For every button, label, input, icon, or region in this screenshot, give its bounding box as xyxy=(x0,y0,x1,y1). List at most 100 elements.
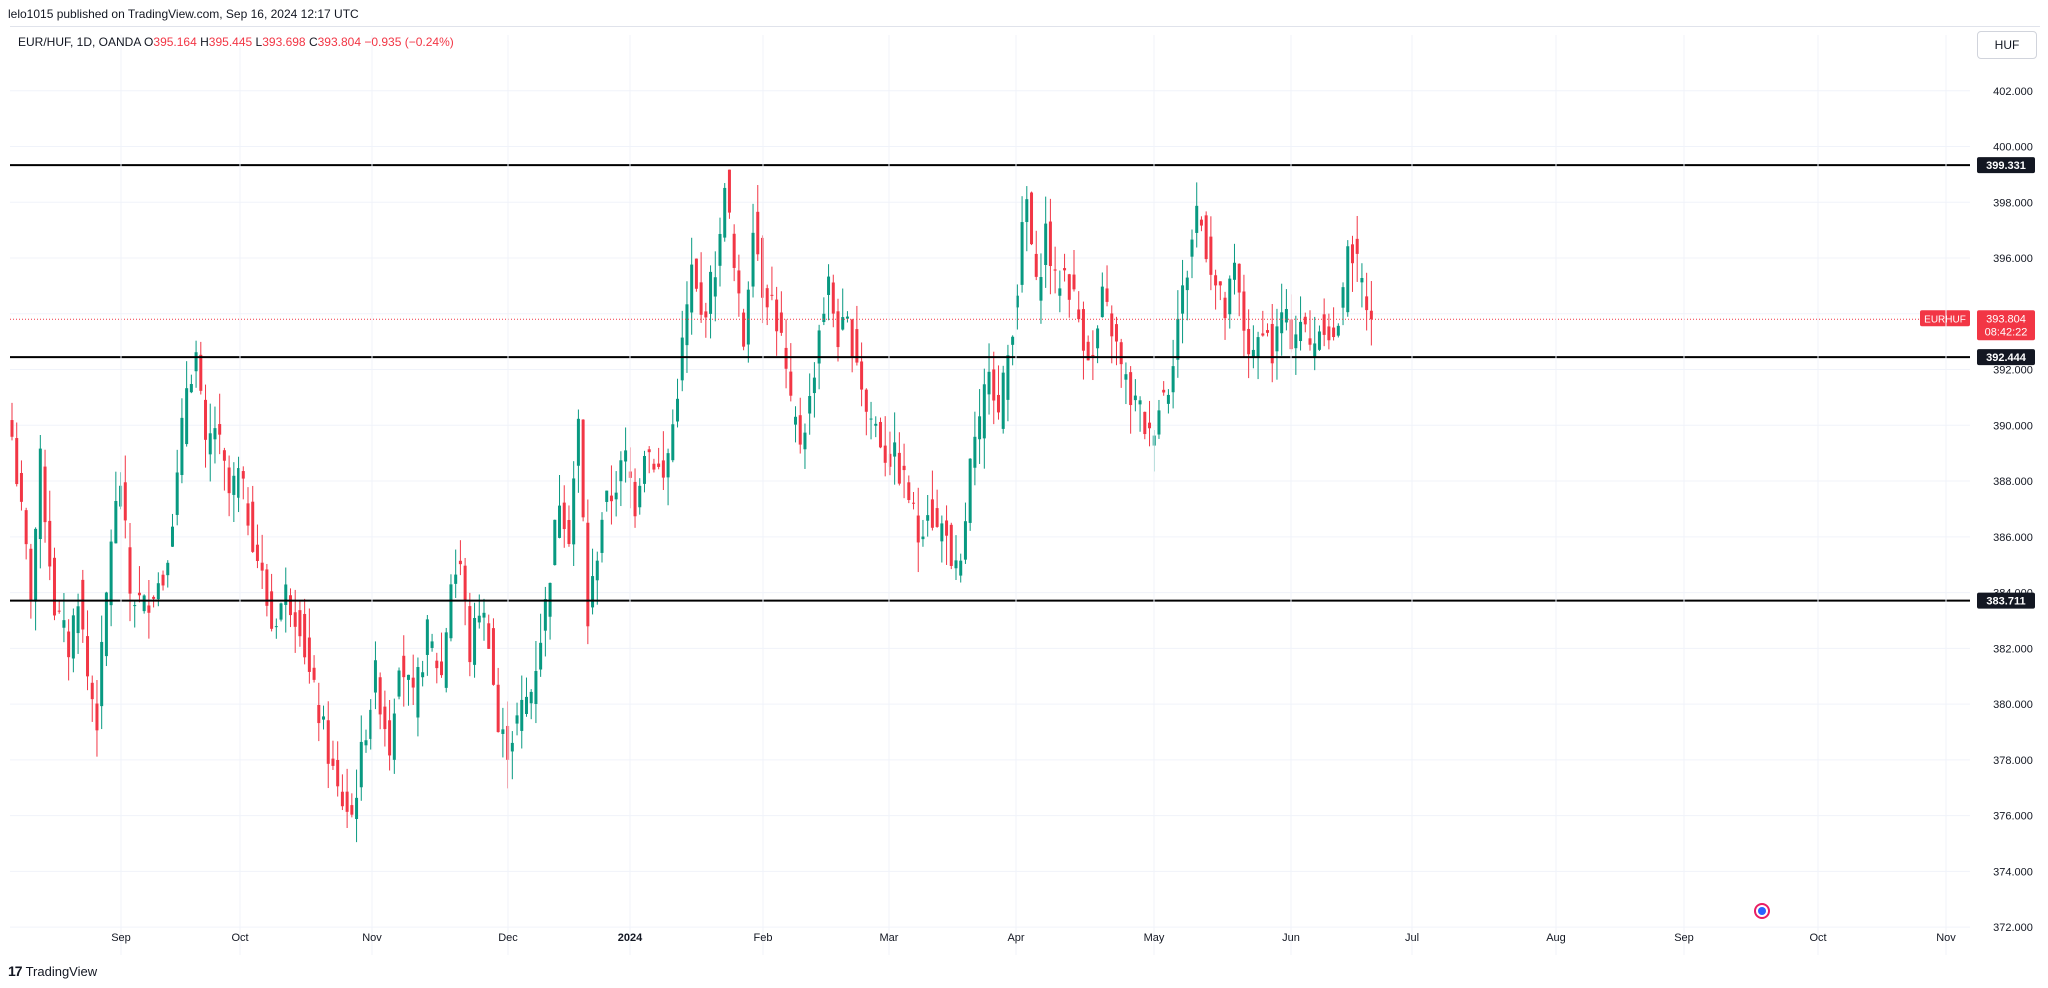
candle[interactable] xyxy=(723,183,727,242)
candle[interactable] xyxy=(888,431,892,476)
candle[interactable] xyxy=(827,264,831,321)
candle[interactable] xyxy=(520,675,524,749)
candle[interactable] xyxy=(1294,315,1298,375)
candle[interactable] xyxy=(1067,273,1071,318)
candle[interactable] xyxy=(1081,301,1085,380)
candle[interactable] xyxy=(496,667,500,733)
candle[interactable] xyxy=(1350,235,1354,292)
candle[interactable] xyxy=(690,237,694,335)
candle[interactable] xyxy=(1015,284,1019,330)
candle[interactable] xyxy=(170,513,174,547)
candle[interactable] xyxy=(449,574,453,642)
candle[interactable] xyxy=(845,311,849,323)
candle[interactable] xyxy=(336,741,340,797)
candle[interactable] xyxy=(1266,323,1270,337)
candle[interactable] xyxy=(388,699,392,771)
candle[interactable] xyxy=(893,412,897,485)
candle[interactable] xyxy=(1181,259,1185,344)
candle[interactable] xyxy=(1303,312,1307,333)
candle[interactable] xyxy=(86,610,90,691)
candle[interactable] xyxy=(81,569,85,643)
candle[interactable] xyxy=(614,471,618,517)
candle[interactable] xyxy=(794,406,798,443)
candle[interactable] xyxy=(440,632,444,678)
candle[interactable] xyxy=(29,543,33,619)
candle[interactable] xyxy=(1157,399,1161,439)
candle[interactable] xyxy=(458,540,462,576)
candle[interactable] xyxy=(185,361,189,447)
candle[interactable] xyxy=(798,397,802,454)
candle[interactable] xyxy=(576,409,580,493)
candle[interactable] xyxy=(222,447,226,491)
candle[interactable] xyxy=(312,655,316,683)
candle[interactable] xyxy=(1223,291,1227,340)
candle[interactable] xyxy=(303,598,307,665)
candle[interactable] xyxy=(435,652,439,684)
candle[interactable] xyxy=(699,252,703,323)
candle[interactable] xyxy=(1176,290,1180,378)
candle[interactable] xyxy=(1336,323,1340,338)
candle[interactable] xyxy=(624,427,628,483)
candle[interactable] xyxy=(897,432,901,486)
candle[interactable] xyxy=(468,592,472,677)
candle[interactable] xyxy=(364,729,368,753)
candle[interactable] xyxy=(1275,308,1279,380)
candle[interactable] xyxy=(959,553,963,583)
candle[interactable] xyxy=(331,740,335,770)
candle[interactable] xyxy=(676,378,680,428)
candle[interactable] xyxy=(784,319,788,389)
candle[interactable] xyxy=(1133,379,1137,412)
candle[interactable] xyxy=(836,298,840,362)
candle[interactable] xyxy=(392,698,396,774)
candle[interactable] xyxy=(369,699,373,750)
candle[interactable] xyxy=(477,594,481,629)
candle[interactable] xyxy=(718,217,722,287)
candle[interactable] xyxy=(657,447,661,470)
candle[interactable] xyxy=(1355,215,1359,282)
candle[interactable] xyxy=(109,529,113,627)
candle[interactable] xyxy=(600,512,604,563)
candle[interactable] xyxy=(482,598,486,641)
candle[interactable] xyxy=(760,235,764,324)
candle[interactable] xyxy=(1129,366,1133,434)
candle[interactable] xyxy=(553,519,557,566)
candle[interactable] xyxy=(274,618,278,639)
candle[interactable] xyxy=(1228,275,1232,329)
candle[interactable] xyxy=(855,305,859,366)
candle[interactable] xyxy=(397,667,401,700)
candle[interactable] xyxy=(1119,338,1123,388)
candle[interactable] xyxy=(100,615,104,730)
candle[interactable] xyxy=(180,398,184,484)
candle[interactable] xyxy=(43,449,47,543)
candle[interactable] xyxy=(694,258,698,292)
candle[interactable] xyxy=(572,461,576,567)
candle[interactable] xyxy=(24,507,28,560)
candle[interactable] xyxy=(732,224,736,282)
candle[interactable] xyxy=(1365,272,1369,331)
candle[interactable] xyxy=(1138,396,1142,432)
candle[interactable] xyxy=(241,466,245,500)
candle[interactable] xyxy=(425,614,429,676)
candle[interactable] xyxy=(926,494,930,537)
candle[interactable] xyxy=(1030,191,1034,246)
candle[interactable] xyxy=(619,451,623,507)
candle[interactable] xyxy=(921,519,925,547)
candle[interactable] xyxy=(1190,229,1194,279)
candle[interactable] xyxy=(661,431,665,490)
candle[interactable] xyxy=(194,340,198,388)
candle[interactable] xyxy=(633,468,637,528)
candle[interactable] xyxy=(765,284,769,326)
candle[interactable] xyxy=(270,573,274,632)
candle[interactable] xyxy=(850,318,854,373)
candle[interactable] xyxy=(704,302,708,338)
candle[interactable] xyxy=(52,547,56,621)
candle[interactable] xyxy=(1332,307,1336,341)
candle[interactable] xyxy=(260,534,264,589)
candle[interactable] xyxy=(71,608,75,673)
candle[interactable] xyxy=(95,680,99,757)
candle[interactable] xyxy=(1341,282,1345,326)
candle[interactable] xyxy=(822,297,826,326)
candle[interactable] xyxy=(916,487,920,573)
candle[interactable] xyxy=(1204,211,1208,263)
candle[interactable] xyxy=(288,588,292,628)
